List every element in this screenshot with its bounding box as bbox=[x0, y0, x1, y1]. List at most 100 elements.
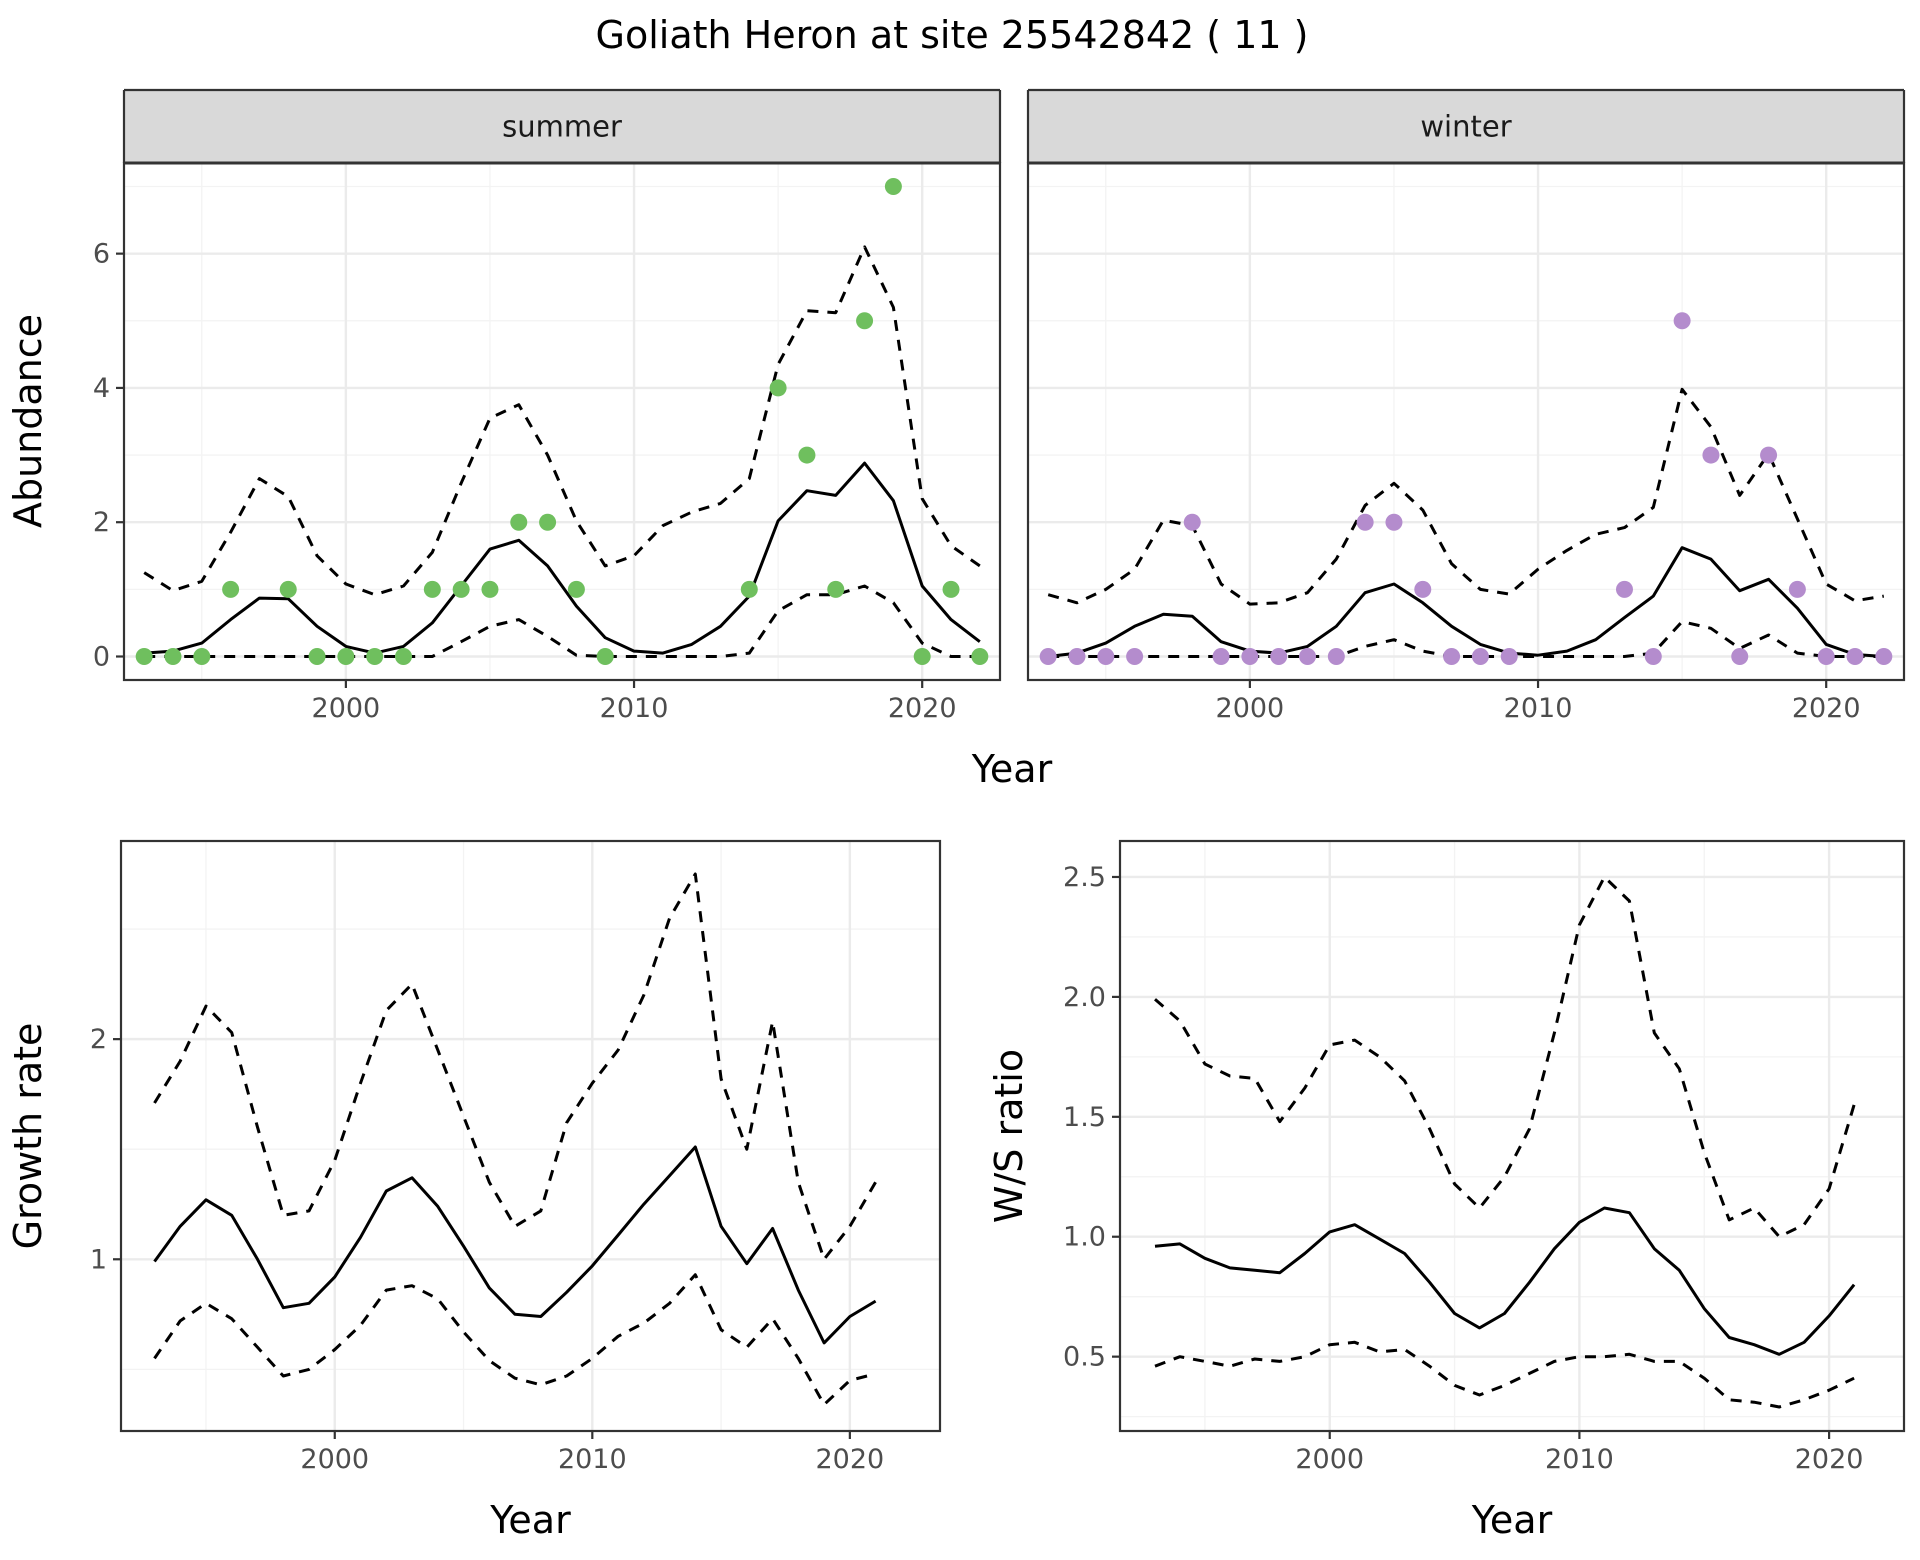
y-tick-label: 0.5 bbox=[1063, 1342, 1106, 1373]
panel-border bbox=[1118, 839, 1906, 1433]
observed-point bbox=[567, 580, 585, 598]
x-tick-label: 2020 bbox=[1795, 1444, 1864, 1475]
y-tick-label: 4 bbox=[93, 373, 110, 404]
observed-point bbox=[423, 580, 441, 598]
x-tick-label: 2010 bbox=[1545, 1444, 1614, 1475]
observed-point bbox=[1471, 648, 1489, 665]
fitted-line bbox=[144, 461, 981, 655]
facet-strip-label: summer bbox=[502, 110, 622, 144]
upper-bound-line bbox=[1154, 875, 1856, 1239]
observed-point bbox=[1760, 446, 1778, 464]
upper-bound-line bbox=[143, 245, 981, 597]
observed-point bbox=[740, 580, 758, 598]
x-axis-title: Year bbox=[489, 1498, 571, 1542]
observed-point bbox=[1241, 648, 1259, 665]
x-tick-label: 2010 bbox=[1504, 693, 1573, 724]
observed-point bbox=[481, 580, 499, 598]
x-tick-label: 2000 bbox=[312, 693, 381, 724]
observed-point bbox=[1731, 648, 1749, 665]
x-tick-label: 2010 bbox=[558, 1444, 627, 1475]
x-tick-label: 2020 bbox=[815, 1444, 884, 1475]
observed-point bbox=[1039, 648, 1057, 665]
y-tick-label: 1.5 bbox=[1063, 1102, 1106, 1133]
y-tick-label: 2.0 bbox=[1063, 982, 1106, 1013]
x-tick-label: 2010 bbox=[600, 693, 669, 724]
y-tick-label: 2.5 bbox=[1063, 862, 1106, 893]
upper-bound-line bbox=[1047, 387, 1885, 606]
y-tick-label: 2 bbox=[90, 1024, 107, 1055]
observed-point bbox=[164, 648, 182, 665]
y-tick-label: 2 bbox=[93, 507, 110, 538]
observed-point bbox=[222, 580, 240, 598]
y-axis-title: Growth rate bbox=[6, 1023, 50, 1250]
observed-point bbox=[971, 648, 989, 665]
observed-point bbox=[1097, 648, 1115, 665]
observed-point bbox=[1212, 648, 1230, 665]
growth-rate-panel: 2000 2010 2020 1 2 Growth rate Year bbox=[6, 839, 942, 1542]
facet-strip bbox=[124, 90, 1000, 163]
panel-border bbox=[119, 839, 942, 1433]
y-tick-label: 0 bbox=[93, 642, 110, 673]
observed-point bbox=[1270, 648, 1288, 665]
observed-point bbox=[1817, 648, 1835, 665]
observed-point bbox=[1356, 513, 1374, 531]
observed-point bbox=[884, 178, 902, 195]
lower-bound-line bbox=[1154, 1340, 1855, 1409]
observed-point bbox=[452, 580, 470, 598]
y-axis-title: Abundance bbox=[6, 314, 50, 528]
x-axis-title: Year bbox=[1471, 1498, 1553, 1542]
observed-point bbox=[1500, 648, 1518, 665]
observed-point bbox=[1299, 648, 1317, 665]
observed-point bbox=[1385, 513, 1403, 531]
observed-point bbox=[366, 648, 384, 665]
observed-point bbox=[942, 580, 960, 598]
y-tick-label: 1 bbox=[90, 1244, 107, 1275]
observed-point bbox=[135, 648, 153, 665]
observed-point bbox=[798, 446, 816, 464]
x-tick-label: 2000 bbox=[1216, 693, 1285, 724]
panel-background bbox=[1028, 163, 1904, 680]
observed-point bbox=[913, 648, 931, 665]
lower-bound-line bbox=[153, 1273, 876, 1407]
observed-point bbox=[1414, 580, 1432, 598]
y-axis-title: W/S ratio bbox=[987, 1049, 1031, 1223]
panel-background bbox=[121, 841, 940, 1431]
observed-point bbox=[1068, 648, 1086, 665]
facet-strip bbox=[1028, 90, 1904, 163]
observed-point bbox=[539, 513, 557, 531]
observed-point bbox=[395, 648, 413, 665]
observed-point bbox=[279, 580, 297, 598]
figure-title: Goliath Heron at site 25542842 ( 11 ) bbox=[596, 13, 1309, 57]
observed-point bbox=[1702, 446, 1720, 464]
observed-point bbox=[596, 648, 614, 665]
x-tick-label: 2020 bbox=[1792, 693, 1861, 724]
observed-point bbox=[1644, 648, 1662, 665]
y-tick-label: 1.0 bbox=[1063, 1222, 1106, 1253]
observed-point bbox=[1788, 580, 1806, 598]
observed-point bbox=[827, 580, 845, 598]
observed-point bbox=[1615, 580, 1633, 598]
observed-point bbox=[769, 379, 787, 397]
observed-point bbox=[1327, 648, 1345, 665]
y-tick-label: 6 bbox=[93, 239, 110, 270]
x-tick-label: 2000 bbox=[300, 1444, 369, 1475]
fitted-line bbox=[1154, 1206, 1856, 1356]
observed-point bbox=[1875, 648, 1893, 665]
panel-background bbox=[1120, 841, 1904, 1431]
observed-point bbox=[510, 513, 528, 531]
observed-point bbox=[1846, 648, 1864, 665]
observed-point bbox=[337, 648, 355, 665]
summer-panel: summer 2000 2010 2020 0 2 4 6 Abundance bbox=[6, 88, 1002, 724]
observed-point bbox=[856, 312, 874, 330]
observed-point bbox=[1673, 312, 1691, 330]
panel-background bbox=[124, 163, 1000, 680]
x-tick-label: 2020 bbox=[888, 693, 957, 724]
observed-point bbox=[1126, 648, 1144, 665]
fitted-line bbox=[153, 1145, 877, 1345]
fitted-line bbox=[1048, 546, 1884, 658]
top-x-axis-title: Year bbox=[971, 747, 1053, 791]
observed-point bbox=[308, 648, 326, 665]
ws-ratio-panel: 2000 2010 2020 0.5 1.0 1.5 2.0 2.5 W/S ratio Year bbox=[987, 839, 1906, 1542]
winter-panel: winter 2000 2010 2020 bbox=[1026, 88, 1906, 724]
